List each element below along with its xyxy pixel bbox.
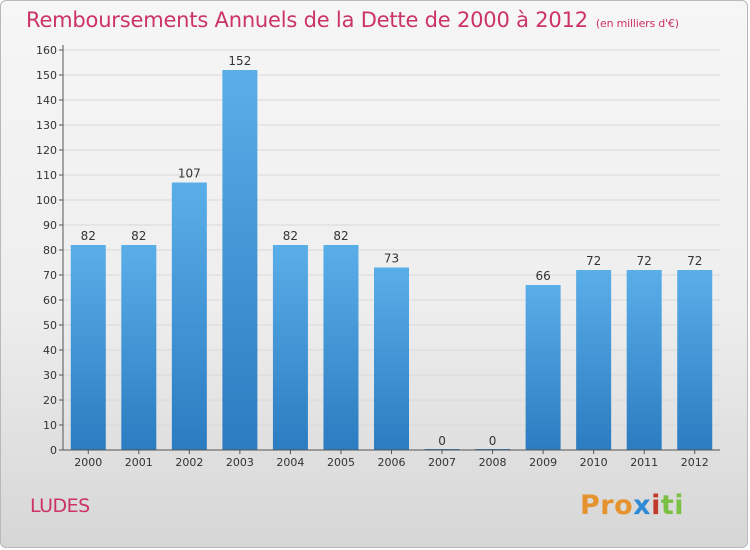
bar [576, 270, 612, 450]
bar [525, 285, 561, 450]
y-tick-label: 80 [43, 244, 57, 257]
y-tick-label: 110 [36, 169, 57, 182]
data-label: 82 [283, 229, 298, 243]
data-label: 72 [687, 254, 702, 268]
data-label: 73 [384, 252, 399, 266]
chart-title-text: Remboursements Annuels de la Dette de 20… [26, 8, 588, 32]
y-tick-label: 90 [43, 219, 57, 232]
y-tick-label: 130 [36, 119, 57, 132]
bar [677, 270, 713, 450]
x-tick-label: 2001 [125, 456, 153, 469]
y-tick-label: 20 [43, 394, 57, 407]
commune-name: LUDES [30, 495, 90, 517]
y-tick-label: 70 [43, 269, 57, 282]
chart-title: Remboursements Annuels de la Dette de 20… [26, 8, 679, 32]
data-label: 82 [333, 229, 348, 243]
x-tick-label: 2003 [226, 456, 254, 469]
data-label: 107 [178, 167, 201, 181]
proxiti-logo: Proxiti [580, 490, 684, 521]
bar [272, 245, 308, 450]
data-label: 66 [535, 269, 550, 283]
y-tick-label: 140 [36, 94, 57, 107]
x-tick-label: 2007 [428, 456, 456, 469]
bars [70, 70, 713, 450]
data-label: 152 [228, 54, 251, 68]
y-tick-label: 160 [36, 44, 57, 57]
x-tick-label: 2010 [580, 456, 608, 469]
bar [121, 245, 157, 450]
y-tick-label: 100 [36, 194, 57, 207]
data-label: 82 [131, 229, 146, 243]
y-tick-label: 120 [36, 144, 57, 157]
data-label: 72 [637, 254, 652, 268]
data-label: 0 [438, 434, 446, 448]
x-tick-label: 2011 [630, 456, 658, 469]
y-tick-label: 60 [43, 294, 57, 307]
data-label: 0 [489, 434, 497, 448]
bar [374, 267, 409, 450]
x-tick-label: 2000 [74, 456, 102, 469]
x-tick-label: 2008 [479, 456, 507, 469]
x-tick-label: 2005 [327, 456, 355, 469]
y-tick-label: 0 [50, 444, 57, 457]
x-tick-label: 2004 [276, 456, 304, 469]
x-tick-label: 2012 [681, 456, 709, 469]
data-label: 82 [81, 229, 96, 243]
logo-part: ti [660, 490, 685, 521]
y-tick-label: 10 [43, 419, 57, 432]
bar [171, 182, 207, 450]
x-tick-label: 2006 [378, 456, 406, 469]
axes [59, 45, 720, 454]
x-tick-label: 2002 [175, 456, 203, 469]
logo-part: i [651, 490, 661, 521]
y-tick-label: 150 [36, 69, 57, 82]
x-tick-label: 2009 [529, 456, 557, 469]
y-tick-label: 30 [43, 369, 57, 382]
bar [323, 245, 359, 450]
bar [626, 270, 662, 450]
bar [70, 245, 106, 450]
logo-part: x [633, 490, 652, 521]
logo-part: Pro [580, 490, 634, 521]
labels: 0 10 20 30 40 50 60 70 80 90 100 110 120 130 140 150 160… [36, 44, 709, 469]
y-tick-label: 50 [43, 319, 57, 332]
data-label: 72 [586, 254, 601, 268]
y-tick-label: 40 [43, 344, 57, 357]
chart-subtitle: (en milliers d'€) [595, 17, 679, 30]
bar [222, 70, 258, 450]
